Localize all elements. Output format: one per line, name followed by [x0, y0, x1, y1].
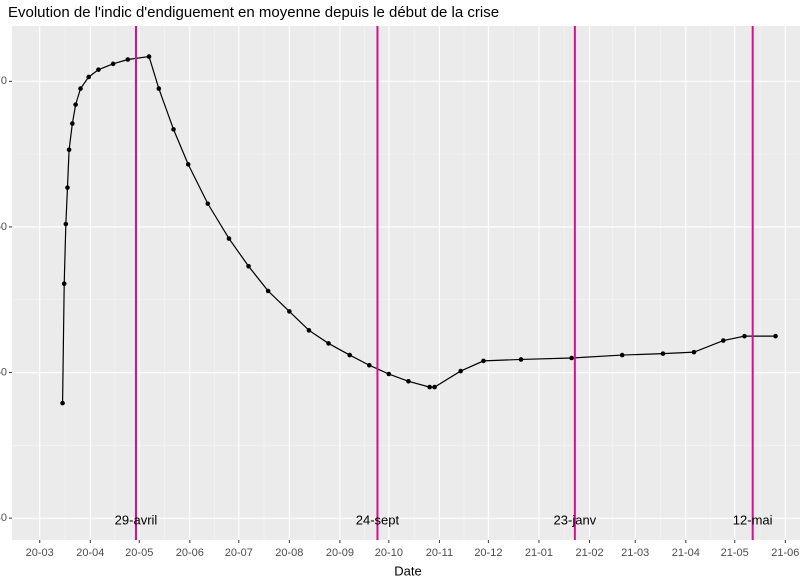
event-label: 12-mai [733, 512, 773, 527]
data-point [265, 288, 271, 294]
data-point [386, 371, 392, 377]
data-point [427, 384, 432, 390]
x-tick-label: 20-03 [26, 547, 54, 559]
data-point [347, 352, 353, 358]
event-label: 24-sept [356, 512, 400, 527]
x-tick-label: 20-11 [426, 547, 453, 559]
x-tick-label: 21-02 [575, 547, 603, 559]
data-point [287, 309, 292, 314]
data-point [61, 281, 67, 287]
x-tick-label: 20-09 [326, 547, 354, 559]
x-tick-label: 20-07 [225, 547, 253, 559]
chart-title: Evolution de l'indic d'endiguement en mo… [8, 4, 499, 21]
x-tick-label: 21-06 [771, 547, 799, 559]
data-point [569, 355, 574, 361]
data-point [326, 341, 331, 346]
data-point [406, 378, 411, 384]
x-tick-label: 21-05 [721, 547, 749, 559]
data-point [110, 61, 116, 67]
data-point [742, 333, 747, 339]
event-label: 29-avril [115, 512, 158, 527]
data-point [691, 349, 697, 355]
data-point [660, 351, 666, 356]
data-point [205, 201, 211, 206]
data-point [73, 102, 78, 107]
x-tick-label: 20-05 [125, 547, 153, 559]
data-point [78, 86, 83, 91]
data-point [246, 263, 251, 269]
data-point [185, 162, 191, 167]
x-tick-label: 20-06 [176, 547, 204, 559]
data-point [60, 400, 65, 406]
data-point [619, 352, 625, 358]
x-tick-label: 20-08 [275, 547, 303, 559]
data-point [432, 384, 437, 390]
data-point [226, 236, 232, 241]
x-axis-title: Date [394, 563, 421, 578]
y-tick-label: 70 [0, 75, 7, 87]
data-point [146, 54, 152, 59]
data-point [96, 67, 101, 72]
x-tick-label: 20-10 [375, 547, 403, 559]
event-label: 23-janv [554, 512, 597, 527]
data-point [171, 127, 176, 132]
data-point [306, 328, 312, 333]
data-point [481, 358, 486, 364]
panel [12, 26, 800, 540]
data-point [458, 368, 463, 374]
data-point [156, 86, 162, 91]
x-tick-label: 20-04 [76, 547, 104, 559]
y-tick-label: 60 [0, 221, 7, 233]
data-point [773, 333, 778, 339]
data-point [66, 147, 72, 153]
x-tick-label: 20-12 [474, 547, 502, 559]
y-tick-label: 40 [0, 512, 7, 524]
x-tick-label: 21-01 [525, 547, 553, 559]
data-point [63, 221, 69, 227]
data-point [86, 74, 91, 80]
x-tick-label: 21-04 [672, 547, 700, 559]
data-point [125, 57, 131, 62]
data-point [70, 121, 75, 126]
data-point [518, 357, 524, 362]
data-point [65, 185, 70, 190]
x-tick-label: 21-03 [621, 547, 649, 559]
data-point [366, 362, 372, 368]
y-tick-label: 50 [0, 366, 7, 378]
data-point [721, 338, 726, 343]
